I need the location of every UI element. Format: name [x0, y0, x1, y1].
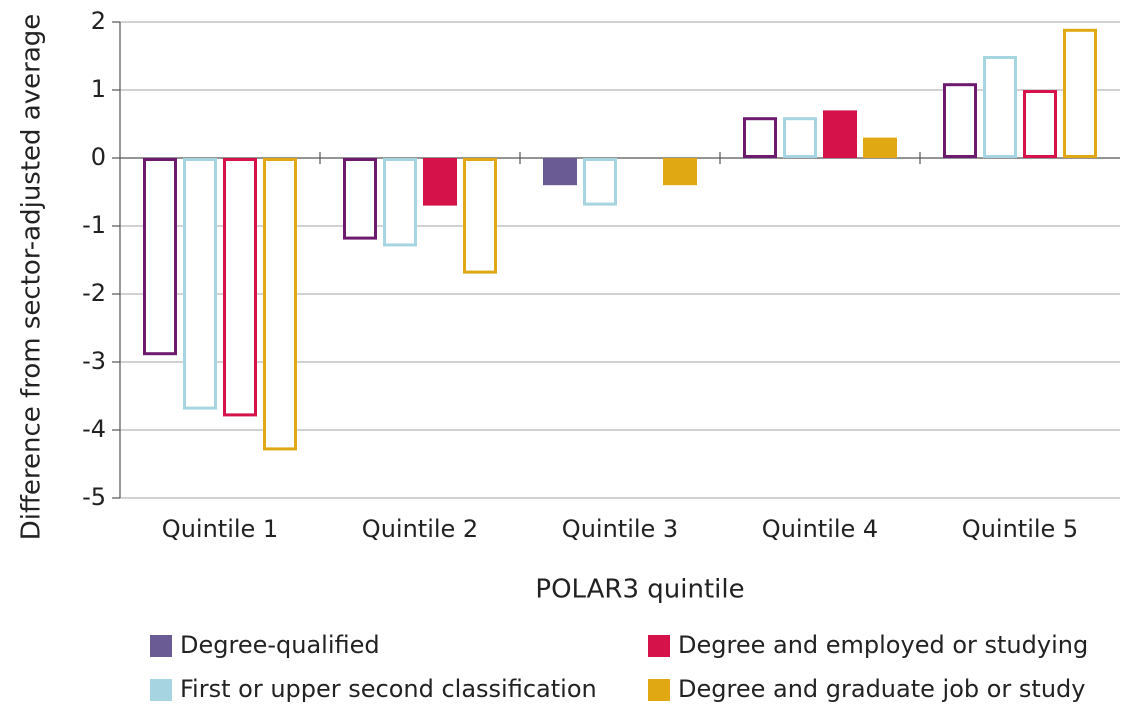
- bar: [223, 158, 257, 417]
- y-tick-label: 0: [91, 143, 106, 171]
- bar: [343, 158, 377, 240]
- bar: [743, 117, 777, 158]
- legend-label: Degree-qualified: [180, 631, 380, 659]
- bar: [183, 158, 217, 410]
- bar: [943, 83, 977, 158]
- y-tick-label: -2: [82, 279, 106, 307]
- bar: [463, 158, 497, 274]
- bar: [1023, 90, 1057, 158]
- legend-swatch: [648, 635, 670, 657]
- y-tick-label: -4: [82, 415, 106, 443]
- legend-label: First or upper second classification: [180, 675, 597, 703]
- bar: [863, 137, 897, 158]
- bar: [383, 158, 417, 247]
- bar: [1063, 28, 1097, 158]
- x-tick-label: Quintile 3: [562, 515, 678, 543]
- bar: [263, 158, 297, 451]
- legend-swatch: [150, 635, 172, 657]
- bar: [823, 110, 857, 158]
- y-tick-label: -5: [82, 483, 106, 511]
- x-axis-title: POLAR3 quintile: [535, 575, 744, 605]
- x-tick-label: Quintile 2: [362, 515, 478, 543]
- y-tick-label: 2: [91, 7, 106, 35]
- bar: [143, 158, 177, 356]
- legend-label: Degree and graduate job or study: [678, 675, 1085, 703]
- bar: [423, 158, 457, 206]
- legend-swatch: [150, 679, 172, 701]
- bar: [663, 158, 697, 186]
- bar: [983, 56, 1017, 158]
- bar: [543, 158, 577, 186]
- y-tick-label: -3: [82, 347, 106, 375]
- bar: [583, 158, 617, 206]
- legend-swatch: [648, 679, 670, 701]
- y-tick-label: 1: [91, 75, 106, 103]
- x-tick-label: Quintile 4: [762, 515, 878, 543]
- legend-label: Degree and employed or studying: [678, 631, 1088, 659]
- x-tick-label: Quintile 5: [962, 515, 1078, 543]
- x-tick-label: Quintile 1: [162, 515, 278, 543]
- bar: [783, 117, 817, 158]
- y-tick-label: -1: [82, 211, 106, 239]
- y-axis-title: Difference from sector-adjusted average: [17, 14, 47, 541]
